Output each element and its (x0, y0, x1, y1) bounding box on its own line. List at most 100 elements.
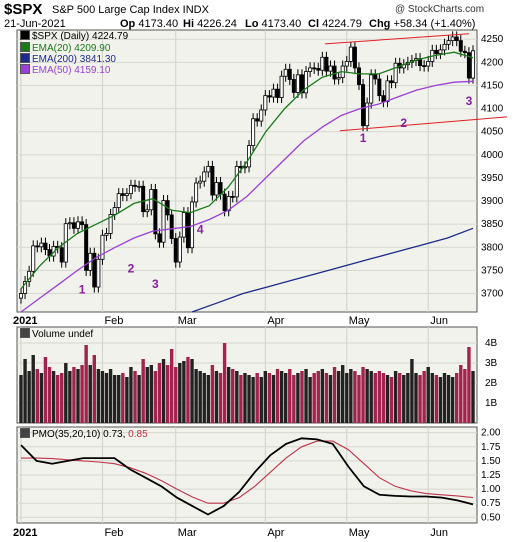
volume-bar (422, 371, 426, 423)
volume-bar (251, 377, 255, 423)
pmo-line (20, 437, 474, 516)
channel-lower-line (339, 116, 508, 132)
candle-body (214, 182, 219, 196)
volume-bar (283, 373, 288, 423)
candle-body (71, 222, 76, 229)
candle-body (128, 184, 133, 195)
volume-bar (353, 371, 357, 423)
volume-bar (218, 373, 223, 423)
volume-bar (279, 371, 284, 423)
candle-body (218, 182, 223, 195)
candle-body (389, 80, 394, 84)
volume-bar (340, 365, 345, 423)
volume-bar (23, 359, 27, 423)
candle-body (181, 212, 186, 238)
x-tick-label: May (349, 527, 370, 539)
candle-body (76, 221, 81, 229)
candle-body (92, 252, 97, 288)
price-tick-label: 3850 (481, 219, 504, 230)
volume-bar (169, 349, 174, 423)
x-tick-label: Jun (430, 527, 448, 539)
ema20-line (20, 51, 474, 290)
candle-body (67, 222, 72, 225)
candle-body (206, 165, 211, 173)
candle-body (344, 61, 349, 67)
volume-bar (55, 375, 60, 423)
volume-bar (446, 375, 451, 423)
close-quote: Cl 4224.79 (308, 18, 362, 30)
volume-bar (459, 365, 463, 423)
wave-annotation: 4 (197, 222, 204, 236)
candle-body (234, 165, 239, 198)
volume-bar (125, 377, 129, 423)
volume-bar (442, 373, 447, 423)
candle-body (104, 233, 109, 236)
change-quote: Chg +58.34 (+1.40%) (369, 18, 476, 30)
pmo-panel: 0.50 0.75 1.00 1.25 1.50 1.75 2.00 (16, 426, 501, 524)
volume-bar (222, 343, 227, 423)
volume-bar (214, 371, 219, 423)
volume-bar (345, 373, 349, 423)
volume-bar (72, 367, 76, 423)
volume-bar (398, 373, 402, 423)
candle-body (304, 71, 309, 94)
volume-bar (402, 375, 406, 423)
candle-body (324, 56, 329, 72)
volume-bar (88, 365, 92, 423)
volume-bar (300, 371, 304, 423)
volume-bar (434, 375, 439, 423)
volume-bar (178, 363, 182, 423)
open-quote: Op 4173.40 (120, 18, 179, 30)
volume-bar (104, 373, 109, 423)
x-tick-label: Apr (267, 527, 284, 539)
wave-annotation: 2 (400, 116, 407, 130)
candle-body (202, 171, 207, 182)
volume-bar (467, 347, 471, 423)
volume-bar (288, 369, 292, 423)
volume-bar (292, 375, 296, 423)
volume-bar (96, 369, 101, 423)
volume-bar (308, 377, 312, 423)
volume-bar (31, 355, 35, 423)
volume-bar (414, 373, 418, 423)
volume-bar (51, 371, 56, 423)
candle-body (23, 281, 28, 294)
x-tick-label: 2021 (13, 527, 37, 539)
candle-body (185, 212, 190, 249)
volume-bar (410, 359, 414, 423)
price-tick-label: 4100 (481, 104, 504, 115)
volume-bar (141, 359, 145, 423)
candle-body (283, 68, 288, 77)
candle-body (373, 74, 378, 80)
candle-body (308, 67, 313, 73)
volume-bar (153, 371, 158, 423)
candle-body (291, 79, 296, 93)
candle-body (263, 95, 268, 111)
candle-body (279, 75, 284, 98)
volume-bar (349, 369, 353, 423)
candle-body (352, 46, 357, 69)
candle-body (442, 43, 447, 51)
legend-ema20: EMA(20) 4209.90 (20, 42, 110, 54)
price-tick-label: 3900 (481, 196, 504, 207)
volume-bar (316, 371, 320, 423)
volume-bar (328, 375, 333, 423)
copyright: @ StockCharts.com (395, 4, 485, 15)
volume-bar (35, 369, 39, 423)
volume-bar (121, 373, 125, 423)
volume-bar (157, 363, 162, 423)
x-tick-label: Feb (104, 315, 123, 327)
candle-body (255, 118, 260, 122)
volume-bar (406, 373, 410, 423)
volume-bar (304, 369, 308, 423)
volume-bar (19, 375, 23, 423)
price-tick-label: 3950 (481, 173, 504, 184)
volume-bar (430, 373, 434, 423)
quote-date: 21-Jun-2021 (4, 18, 66, 30)
candle-body (332, 65, 337, 80)
candle-body (169, 214, 174, 239)
pmo-signal-line (21, 440, 474, 504)
volume-bar (381, 373, 386, 423)
ema50-line (20, 80, 474, 313)
candle-body (275, 88, 280, 98)
